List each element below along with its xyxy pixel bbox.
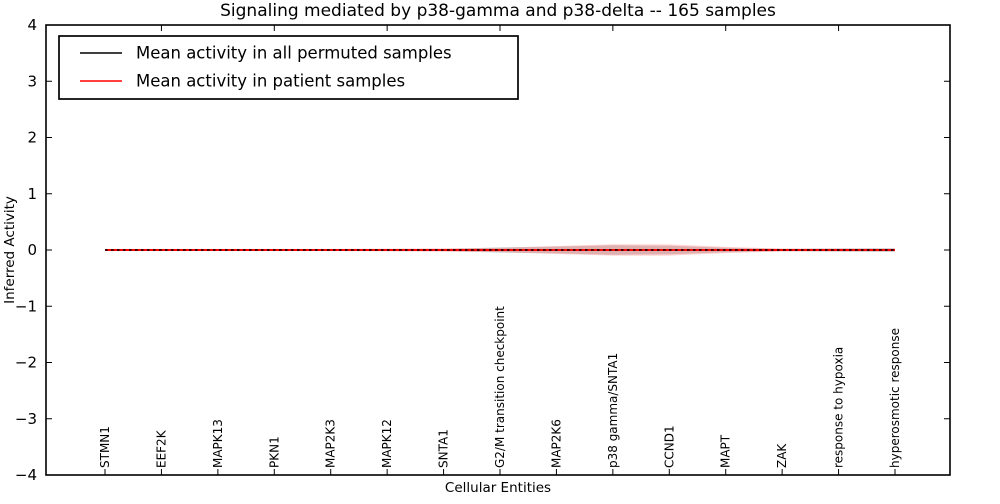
- x-tick-labels: STMN1 EEF2K MAPK13 PKN1 MAP2K3 MAPK12 SNTA1 G2/…: [98, 306, 902, 468]
- axis-ticks: [46, 24, 950, 476]
- x-axis-label: Cellular Entities: [445, 480, 551, 496]
- y-tick-labels: −4 −3 −2 −1 0 1 2 3 4: [15, 16, 37, 484]
- x-tick-label: p38 gamma/SNTA1: [606, 353, 620, 468]
- x-tick-label: MAPT: [719, 434, 733, 468]
- x-tick-label: MAPK13: [211, 419, 225, 468]
- y-tick-label: −3: [15, 410, 37, 428]
- y-tick-label: 1: [27, 185, 37, 203]
- x-tick-label: MAP2K3: [324, 419, 338, 468]
- x-tick-label: response to hypoxia: [832, 347, 846, 468]
- y-tick-label: −2: [15, 354, 37, 372]
- x-tick-label: SNTA1: [437, 429, 451, 468]
- legend-label-permuted: Mean activity in all permuted samples: [136, 44, 452, 63]
- y-tick-label: −1: [15, 297, 37, 315]
- x-tick-label: G2/M transition checkpoint: [493, 306, 507, 468]
- y-tick-label: 2: [27, 129, 37, 147]
- y-tick-label: 0: [27, 241, 37, 259]
- y-tick-label: −4: [15, 466, 37, 484]
- legend-label-patient: Mean activity in patient samples: [136, 72, 405, 91]
- x-tick-label: hyperosmotic response: [888, 328, 902, 468]
- legend: Mean activity in all permuted samples Me…: [58, 35, 519, 100]
- x-tick-label: EEF2K: [154, 429, 168, 468]
- x-tick-label: ZAK: [775, 443, 789, 468]
- x-tick-label: PKN1: [267, 436, 281, 468]
- x-tick-label: CCND1: [662, 425, 676, 468]
- chart-title: Signaling mediated by p38-gamma and p38-…: [220, 1, 776, 21]
- legend-box: [58, 35, 519, 100]
- y-tick-label: 4: [27, 16, 37, 34]
- x-tick-label: MAPK12: [380, 419, 394, 468]
- x-tick-label: STMN1: [98, 426, 112, 468]
- x-tick-label: MAP2K6: [549, 419, 563, 468]
- y-tick-label: 3: [27, 72, 37, 90]
- y-axis-label: Inferred Activity: [2, 196, 18, 304]
